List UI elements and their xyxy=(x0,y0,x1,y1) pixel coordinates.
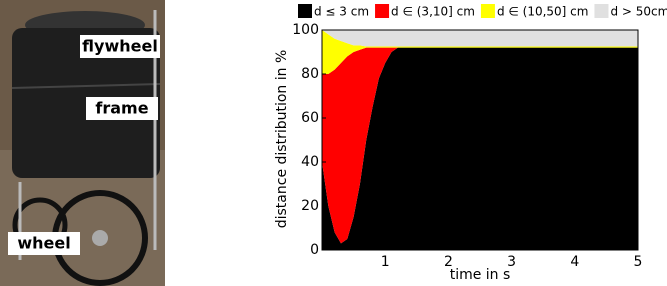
legend-label: d > 50cm xyxy=(610,5,667,19)
x-tick-label: 1 xyxy=(381,254,390,270)
legend-label: d ∈ (10,50] cm xyxy=(497,5,589,19)
y-tick-label: 60 xyxy=(301,110,319,126)
legend-swatch xyxy=(481,4,495,18)
y-axis-label: distance distribution in % xyxy=(274,50,290,229)
photo-label: wheel xyxy=(17,234,70,253)
y-tick-label: 80 xyxy=(301,66,319,82)
wheel-hub xyxy=(92,230,108,246)
x-tick-label: 5 xyxy=(634,254,643,270)
figure: flywheel frame wheel distance distributi… xyxy=(0,0,667,286)
photo-label: flywheel xyxy=(82,37,158,56)
y-tick-label: 100 xyxy=(292,22,319,38)
x-tick-label: 4 xyxy=(570,254,579,270)
x-tick-label: 2 xyxy=(444,254,453,270)
x-tick-label: 3 xyxy=(507,254,516,270)
legend-swatch xyxy=(298,4,312,18)
legend-swatch xyxy=(594,4,608,18)
x-axis-label: time in s xyxy=(450,267,511,283)
photo: flywheel frame wheel xyxy=(0,0,165,286)
y-tick-label: 40 xyxy=(301,154,319,170)
legend-label: d ≤ 3 cm xyxy=(314,5,369,19)
y-tick-label: 20 xyxy=(301,198,319,214)
legend-label: d ∈ (3,10] cm xyxy=(391,5,475,19)
area xyxy=(322,30,638,47)
y-tick-label: 0 xyxy=(310,242,319,258)
legend-swatch xyxy=(375,4,389,18)
photo-label: frame xyxy=(95,99,148,118)
